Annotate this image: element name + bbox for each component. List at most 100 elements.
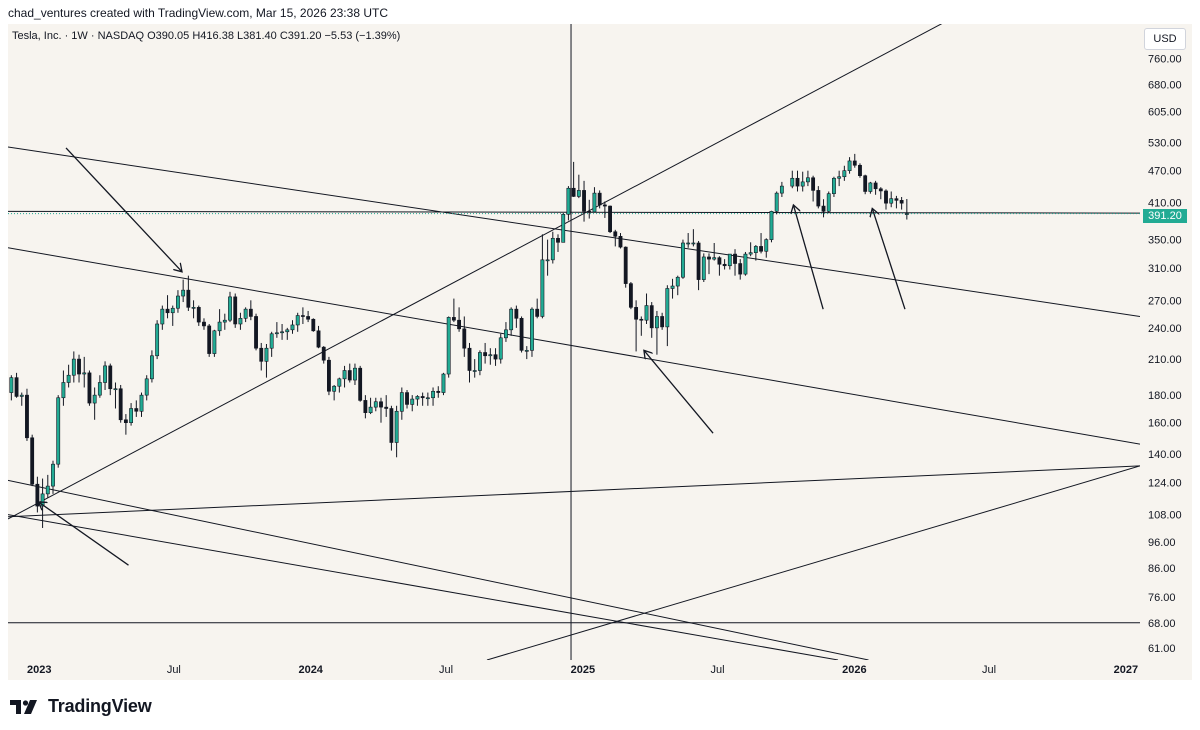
price-tick-label: 96.00 <box>1148 537 1176 549</box>
candle <box>248 300 253 321</box>
price-tick-label: 680.00 <box>1148 79 1182 91</box>
trend-line-3 <box>486 465 1140 660</box>
candle-body <box>342 370 347 380</box>
price-tick-label: 470.00 <box>1148 166 1182 178</box>
candle <box>868 181 873 194</box>
candle-body <box>316 330 321 348</box>
candle <box>530 307 534 357</box>
candle-body <box>353 367 357 381</box>
price-axis[interactable]: 61.00 68.00 76.00 86.00 96.00 108.00 124.00 140… <box>1148 53 1182 655</box>
candle-body <box>623 246 628 284</box>
candle <box>894 195 899 209</box>
candle <box>602 201 607 218</box>
candle <box>550 231 555 264</box>
brand[interactable]: TradingView <box>10 696 152 717</box>
candle <box>222 313 227 330</box>
candle-body <box>160 308 165 325</box>
candle <box>30 434 35 487</box>
candle-body <box>405 392 409 405</box>
candle-body <box>644 305 649 321</box>
candle <box>207 323 212 357</box>
candle-body <box>759 246 763 252</box>
candle-body <box>764 239 769 252</box>
candle-body <box>368 406 373 413</box>
candle-body <box>498 337 503 360</box>
price-tick-label: 61.00 <box>1148 643 1176 655</box>
price-tick-label: 310.00 <box>1148 263 1182 275</box>
candle-body <box>103 365 107 383</box>
candle-body <box>264 347 269 362</box>
candle <box>644 293 649 324</box>
last-price-label: 391.20 <box>1143 209 1187 223</box>
currency-button[interactable]: USD <box>1144 28 1186 50</box>
candle-body <box>535 308 540 317</box>
candle-body <box>467 347 472 371</box>
candle-body <box>587 211 592 213</box>
candle <box>842 165 847 181</box>
candle-body <box>259 347 264 362</box>
candle-body <box>852 160 857 166</box>
candle <box>571 161 576 197</box>
candle <box>19 392 24 406</box>
candle <box>904 199 909 220</box>
candle-body <box>665 288 670 328</box>
drawings-layer <box>8 24 1140 660</box>
candle-body <box>389 408 394 443</box>
candle-body <box>9 377 14 393</box>
candle <box>155 320 160 360</box>
candle-body <box>144 378 149 396</box>
candle <box>9 375 14 401</box>
candle-body <box>576 190 581 197</box>
candle <box>514 305 519 328</box>
chart-area[interactable]: 61.00 68.00 76.00 86.00 96.00 108.00 124.00 140… <box>8 24 1192 680</box>
candle <box>103 361 107 391</box>
candle <box>368 397 373 415</box>
candle-body <box>139 394 144 412</box>
candle-body <box>176 295 180 309</box>
candle <box>160 305 165 330</box>
candle-body <box>795 177 800 187</box>
candle <box>852 153 857 168</box>
candle-body <box>332 385 337 392</box>
candle-body <box>472 370 477 372</box>
candle <box>457 307 462 332</box>
candle <box>774 191 779 215</box>
candle <box>519 316 524 353</box>
candle-body <box>457 319 462 330</box>
candle <box>618 233 623 249</box>
candle-body <box>379 401 383 408</box>
candle <box>123 414 128 435</box>
price-tick-label: 124.00 <box>1148 477 1182 489</box>
trend-line-8 <box>8 514 839 660</box>
time-axis[interactable]: 2023 Jul 2024 Jul 2025 Jul 2026 Jul 2027 <box>27 664 1138 676</box>
candle <box>467 342 472 383</box>
candle-body <box>504 329 508 339</box>
candle <box>410 395 415 412</box>
candle-body <box>847 160 852 171</box>
candle <box>295 312 300 332</box>
candle-body <box>207 325 212 354</box>
candle <box>634 300 639 352</box>
brand-name: TradingView <box>48 696 152 716</box>
candle-body <box>628 283 633 308</box>
candle <box>228 291 232 323</box>
candle <box>191 300 196 319</box>
symbol-legend[interactable]: Tesla, Inc. · 1W · NASDAQ O390.05 H416.3… <box>12 30 400 42</box>
candle <box>681 239 685 279</box>
candle-body <box>337 378 342 387</box>
price-tick-label: 410.00 <box>1148 198 1182 210</box>
candle-body <box>899 200 904 204</box>
legend-open: O390.05 <box>147 30 190 42</box>
price-chart[interactable]: 61.00 68.00 76.00 86.00 96.00 108.00 124.00 140… <box>8 24 1192 680</box>
candle <box>327 356 331 396</box>
candle <box>686 233 691 248</box>
candle <box>655 310 659 355</box>
candle-body <box>243 308 248 319</box>
candle-body <box>707 256 711 260</box>
candle <box>540 234 545 319</box>
candle-body <box>691 242 696 245</box>
candle-body <box>431 390 435 399</box>
candle <box>405 390 409 409</box>
candle <box>446 316 451 378</box>
time-tick-label: 2027 <box>1114 664 1138 676</box>
